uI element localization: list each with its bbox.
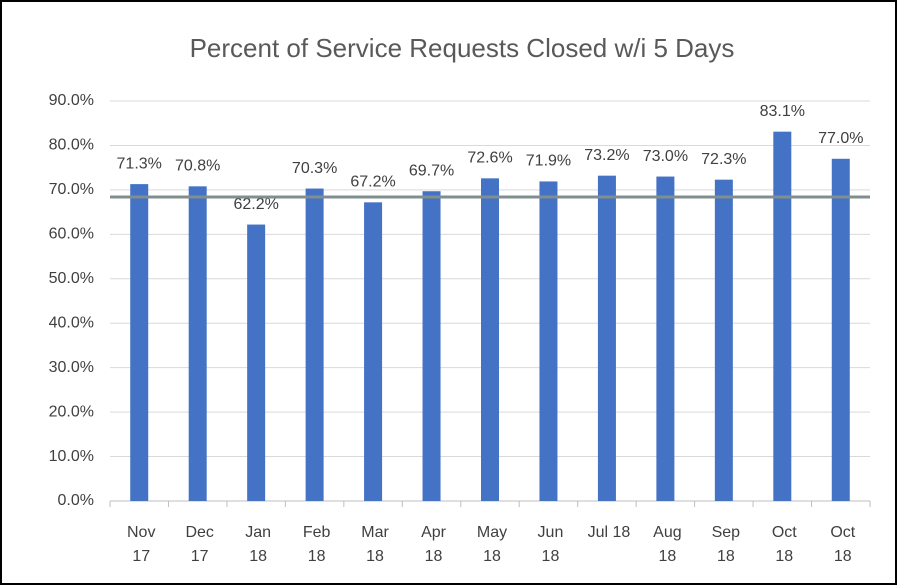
x-tick-label: Jun 18 [537,524,564,565]
y-tick-label: 60.0% [49,226,94,243]
data-label: 77.0% [818,130,863,147]
x-tick-label: Feb 18 [302,524,331,565]
data-label: 67.2% [350,174,395,191]
chart-title: Percent of Service Requests Closed w/i 5… [190,33,735,63]
bar [656,176,675,502]
x-tick-label: Oct 18 [830,524,856,565]
bar [422,191,441,501]
data-label: 70.8% [175,158,220,175]
y-tick-label: 20.0% [49,403,94,420]
y-tick-label: 10.0% [49,448,94,465]
data-label: 62.2% [233,196,278,213]
data-label: 70.3% [292,160,337,177]
bar [714,179,733,501]
data-label: 71.3% [117,155,162,172]
y-tick-label: 50.0% [49,270,94,287]
bar [597,175,616,501]
bar [247,224,266,502]
y-tick-label: 0.0% [58,492,94,509]
bar [481,178,499,502]
bar [773,131,792,501]
x-tick-label: Apr 18 [421,524,446,565]
y-tick-label: 80.0% [49,137,94,154]
data-label: 83.1% [760,103,805,120]
bar [364,202,383,502]
y-tick-label: 70.0% [49,181,94,198]
x-tick-label: Aug 18 [653,524,682,565]
x-tick-label: Nov 17 [126,524,156,565]
bar [539,181,558,501]
x-tick-label: May 18 [476,524,508,565]
data-label: 71.9% [526,153,571,170]
x-tick-label: Jul 18 [587,524,631,541]
bar [130,184,149,501]
bar [831,158,850,501]
y-tick-label: 40.0% [49,314,94,331]
x-tick-label: Dec 17 [185,524,214,565]
x-tick-label: Sep 18 [711,524,741,565]
data-label: 69.7% [409,162,454,179]
bar [188,186,207,502]
y-tick-label: 30.0% [49,359,94,376]
data-label: 73.2% [584,147,629,164]
x-tick-label: Jan 18 [245,524,272,565]
y-tick-label: 90.0% [49,92,94,109]
bar [305,188,324,502]
data-label: 72.6% [467,150,512,167]
data-label: 72.3% [701,151,746,168]
x-tick-label: Oct 18 [771,524,797,565]
x-tick-label: Mar 18 [361,524,389,565]
data-label: 73.0% [643,148,688,165]
